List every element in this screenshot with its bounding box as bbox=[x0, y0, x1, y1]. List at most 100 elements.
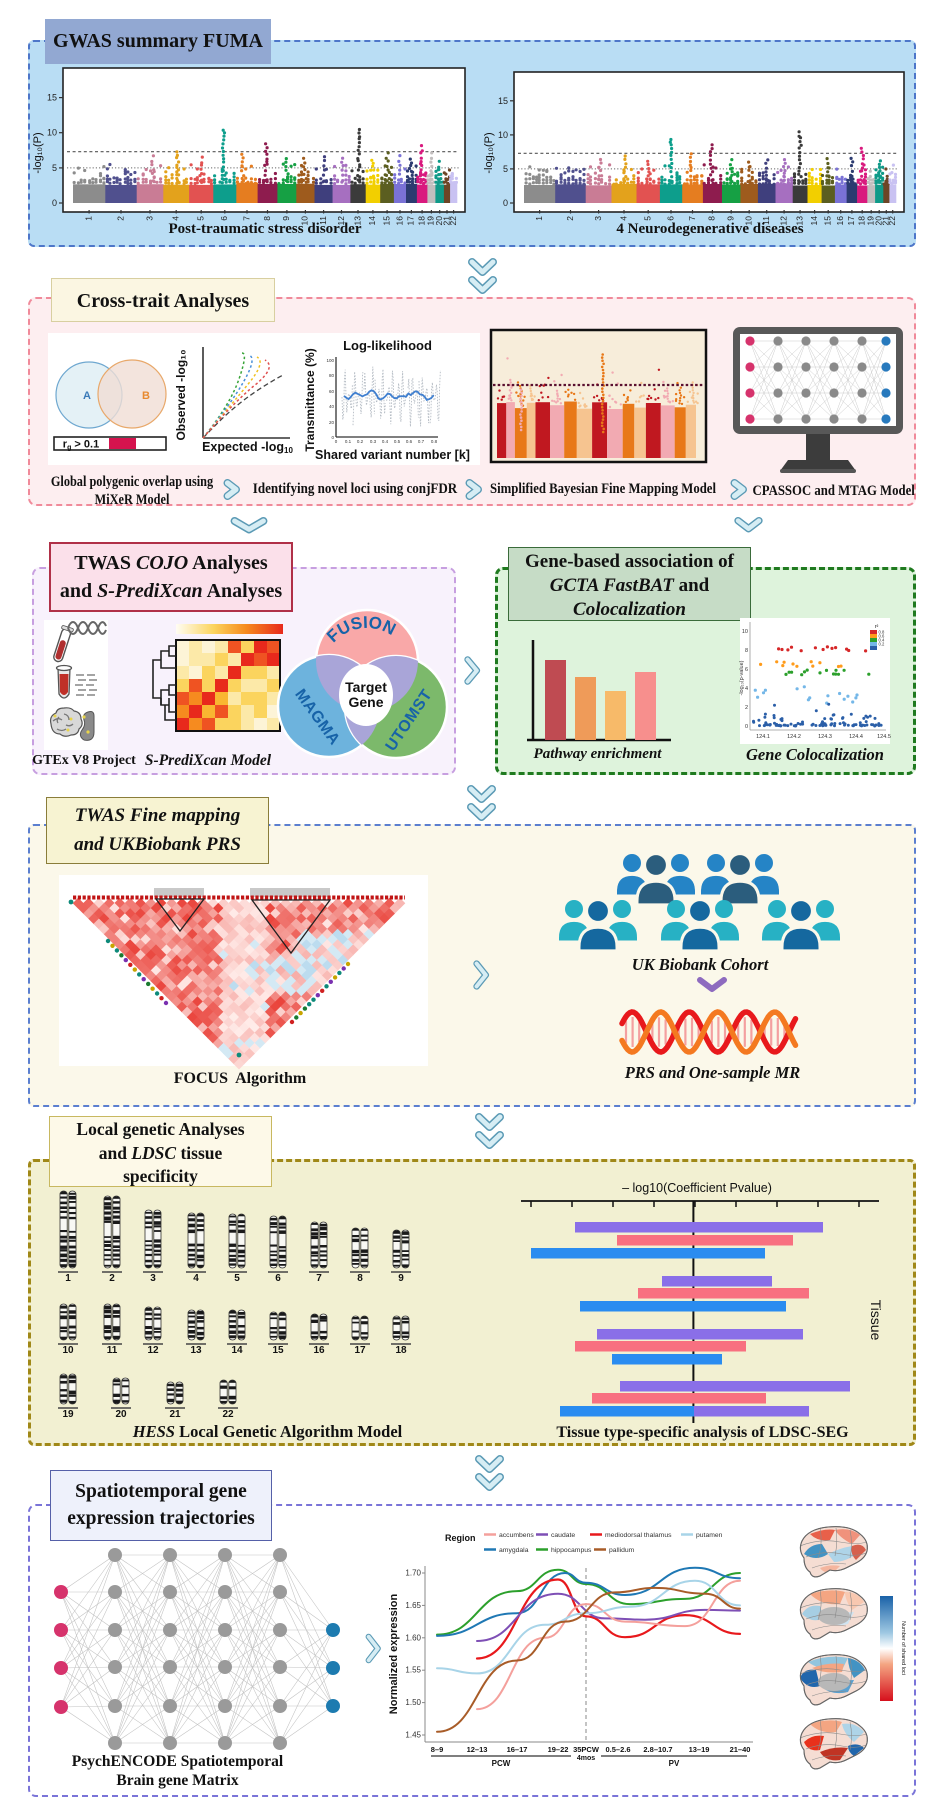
svg-text:21–40: 21–40 bbox=[730, 1745, 751, 1754]
svg-text:18: 18 bbox=[856, 216, 866, 226]
svg-text:Tissue: Tissue bbox=[868, 1300, 884, 1341]
svg-text:4: 4 bbox=[745, 686, 748, 692]
svg-text:0: 0 bbox=[745, 724, 748, 730]
svg-text:Target: Target bbox=[345, 679, 387, 695]
svg-text:21: 21 bbox=[881, 216, 891, 226]
svg-text:0.5: 0.5 bbox=[394, 439, 401, 444]
svg-text:7: 7 bbox=[687, 216, 697, 221]
svg-text:5: 5 bbox=[195, 216, 205, 221]
svg-text:0.4: 0.4 bbox=[382, 439, 389, 444]
svg-text:3: 3 bbox=[150, 1273, 156, 1284]
svg-text:8–9: 8–9 bbox=[431, 1745, 444, 1754]
svg-text:1: 1 bbox=[65, 1273, 71, 1284]
svg-text:5: 5 bbox=[234, 1273, 240, 1284]
svg-text:1.45: 1.45 bbox=[405, 1731, 421, 1740]
svg-text:1.65: 1.65 bbox=[405, 1601, 421, 1610]
svg-text:– log10(Coefficient Pvalue): – log10(Coefficient Pvalue) bbox=[622, 1181, 772, 1195]
svg-text:10: 10 bbox=[300, 216, 310, 226]
svg-text:pallidum: pallidum bbox=[609, 1547, 635, 1554]
svg-text:0.7: 0.7 bbox=[418, 439, 425, 444]
svg-text:14: 14 bbox=[231, 1345, 243, 1356]
svg-text:20: 20 bbox=[873, 216, 883, 226]
svg-text:11: 11 bbox=[107, 1345, 118, 1356]
svg-text:6: 6 bbox=[745, 667, 748, 673]
svg-text:19: 19 bbox=[62, 1409, 74, 1420]
svg-text:Gene: Gene bbox=[348, 694, 383, 710]
svg-text:0.1: 0.1 bbox=[345, 439, 352, 444]
svg-text:6: 6 bbox=[219, 216, 229, 221]
svg-text:9: 9 bbox=[398, 1273, 404, 1284]
svg-text:2: 2 bbox=[109, 1273, 115, 1284]
svg-text:22: 22 bbox=[448, 216, 458, 226]
svg-text:hippocampus: hippocampus bbox=[551, 1547, 592, 1554]
svg-text:1.60: 1.60 bbox=[405, 1633, 421, 1642]
svg-text:putamen: putamen bbox=[696, 1532, 723, 1539]
svg-text:2: 2 bbox=[565, 216, 575, 221]
svg-text:6: 6 bbox=[665, 216, 675, 221]
svg-text:0: 0 bbox=[52, 198, 57, 208]
svg-text:8: 8 bbox=[707, 216, 717, 221]
svg-text:0.2: 0.2 bbox=[357, 439, 364, 444]
svg-text:1.55: 1.55 bbox=[405, 1666, 421, 1675]
svg-text:4: 4 bbox=[618, 216, 628, 221]
svg-text:0.5–2.6: 0.5–2.6 bbox=[605, 1745, 630, 1754]
svg-text:6: 6 bbox=[275, 1273, 281, 1284]
svg-text:0.2: 0.2 bbox=[879, 642, 885, 647]
svg-text:124.3: 124.3 bbox=[818, 734, 832, 740]
svg-text:1.70: 1.70 bbox=[405, 1569, 421, 1578]
svg-text:15: 15 bbox=[822, 216, 832, 226]
svg-text:Observed -log₁₀: Observed -log₁₀ bbox=[174, 349, 188, 440]
svg-text:A: A bbox=[83, 390, 91, 402]
svg-text:11: 11 bbox=[761, 216, 771, 225]
svg-text:124.1: 124.1 bbox=[756, 734, 770, 740]
svg-text:Region: Region bbox=[445, 1533, 476, 1543]
svg-text:4: 4 bbox=[170, 216, 180, 221]
svg-text:22: 22 bbox=[222, 1409, 234, 1420]
svg-text:9: 9 bbox=[281, 216, 291, 221]
svg-text:2: 2 bbox=[115, 216, 125, 221]
svg-text:124.4: 124.4 bbox=[849, 734, 863, 740]
svg-text:21: 21 bbox=[441, 216, 451, 226]
svg-text:19: 19 bbox=[426, 216, 436, 226]
svg-text:12: 12 bbox=[778, 216, 788, 226]
svg-text:10: 10 bbox=[742, 629, 748, 635]
svg-text:5: 5 bbox=[642, 216, 652, 221]
svg-text:19: 19 bbox=[865, 216, 875, 226]
svg-text:0.6: 0.6 bbox=[879, 634, 885, 639]
svg-text:18: 18 bbox=[395, 1345, 407, 1356]
svg-text:4: 4 bbox=[193, 1273, 199, 1284]
svg-text:3: 3 bbox=[593, 216, 603, 221]
svg-text:0: 0 bbox=[331, 435, 334, 440]
svg-text:18: 18 bbox=[416, 216, 426, 226]
svg-text:-log₁₀(P): -log₁₀(P) bbox=[483, 132, 495, 173]
svg-text:7: 7 bbox=[316, 1273, 322, 1284]
svg-text:0.8: 0.8 bbox=[879, 630, 885, 635]
svg-text:16–17: 16–17 bbox=[507, 1745, 528, 1754]
svg-text:17: 17 bbox=[354, 1345, 366, 1356]
svg-text:7: 7 bbox=[241, 216, 251, 221]
svg-text:5: 5 bbox=[52, 163, 57, 173]
svg-text:12: 12 bbox=[147, 1345, 159, 1356]
svg-text:16: 16 bbox=[313, 1345, 325, 1356]
svg-text:15: 15 bbox=[272, 1345, 284, 1356]
svg-text:14: 14 bbox=[367, 216, 377, 226]
svg-text:12–13: 12–13 bbox=[467, 1745, 488, 1754]
svg-text:10: 10 bbox=[743, 216, 753, 226]
svg-text:0: 0 bbox=[503, 198, 508, 208]
svg-text:amygdala: amygdala bbox=[499, 1547, 529, 1554]
svg-text:60: 60 bbox=[329, 389, 335, 394]
svg-text:17: 17 bbox=[846, 216, 856, 226]
svg-text:15: 15 bbox=[381, 216, 391, 226]
svg-text:PV: PV bbox=[669, 1759, 680, 1768]
svg-text:16: 16 bbox=[394, 216, 404, 226]
svg-text:100: 100 bbox=[326, 358, 334, 363]
svg-text:mediodorsal thalamus: mediodorsal thalamus bbox=[605, 1532, 672, 1539]
svg-text:12: 12 bbox=[336, 216, 346, 226]
svg-text:caudate: caudate bbox=[551, 1532, 575, 1539]
svg-text:1.50: 1.50 bbox=[405, 1698, 421, 1707]
svg-text:14: 14 bbox=[809, 216, 819, 226]
svg-text:0.4: 0.4 bbox=[879, 638, 885, 643]
svg-text:1: 1 bbox=[534, 216, 544, 221]
svg-text:9: 9 bbox=[725, 216, 735, 221]
svg-text:8: 8 bbox=[745, 648, 748, 654]
